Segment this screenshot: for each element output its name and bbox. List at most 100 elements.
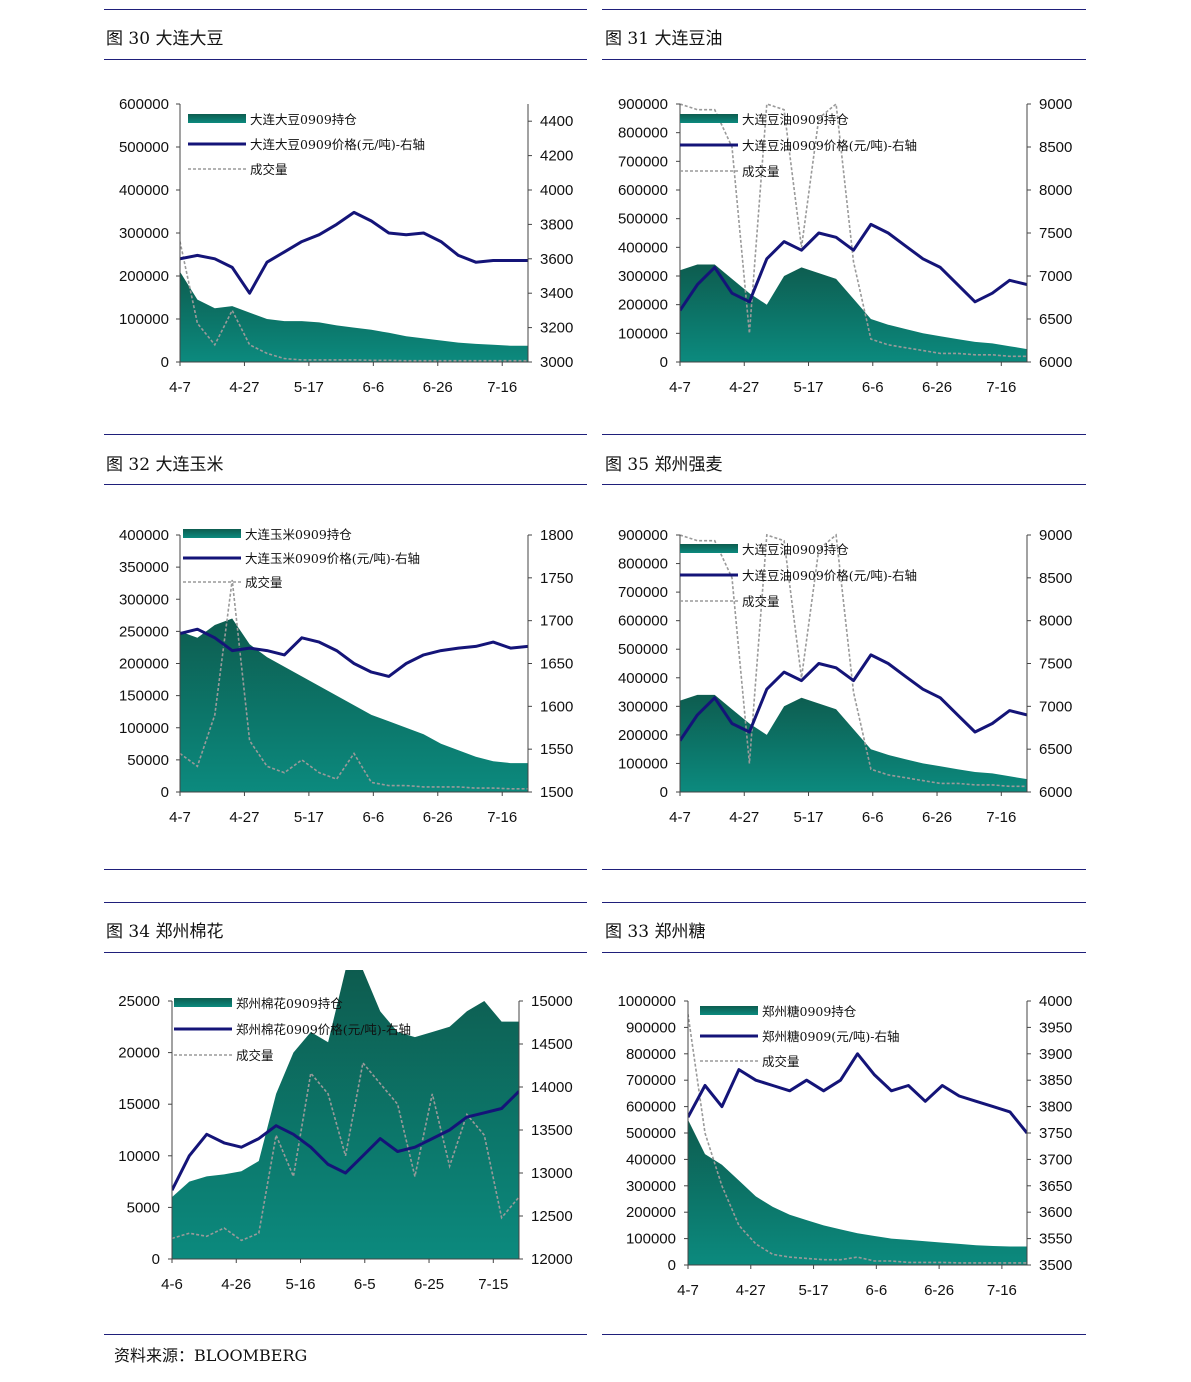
left-tick-label: 400000: [626, 1151, 676, 1168]
x-tick-label: 4-27: [736, 1282, 766, 1299]
right-tick-label: 8500: [1039, 570, 1072, 587]
left-tick-label: 10000: [118, 1148, 160, 1165]
x-tick-label: 6-26: [922, 379, 952, 396]
right-tick-label: 4000: [540, 182, 573, 199]
title-rule: [104, 952, 587, 953]
x-tick-label: 4-27: [229, 809, 259, 826]
right-tick-label: 3600: [540, 251, 573, 268]
x-tick-label: 6-26: [924, 1282, 954, 1299]
left-tick-label: 0: [161, 354, 169, 371]
axes: 0 5000 10000 15000 20000 25000 12000 12500 13000…: [118, 993, 572, 1293]
right-tick-label: 8000: [1039, 613, 1072, 630]
legend-label: 大连玉米0909持仓: [245, 527, 352, 542]
right-tick-label: 3550: [1039, 1231, 1072, 1248]
axes: 0 100000 200000 300000 400000 500000 600000 700…: [618, 96, 1072, 396]
x-tick-label: 4-26: [221, 1276, 251, 1293]
left-tick-label: 350000: [119, 559, 169, 576]
left-tick-label: 700000: [618, 153, 668, 170]
left-tick-label: 900000: [618, 96, 668, 113]
plot-area: [680, 533, 1027, 792]
right-tick-label: 3650: [1039, 1178, 1072, 1195]
x-tick-label: 4-27: [229, 379, 259, 396]
top-rule: [602, 9, 1086, 10]
x-tick-label: 6-6: [862, 379, 884, 396]
x-tick-label: 5-17: [294, 379, 324, 396]
x-tick-label: 7-16: [487, 379, 517, 396]
left-tick-label: 200000: [618, 727, 668, 744]
legend-label: 成交量: [762, 1054, 800, 1069]
legend-label: 郑州棉花0909价格(元/吨)-右轴: [236, 1022, 411, 1037]
x-tick-label: 5-17: [294, 809, 324, 826]
right-tick-label: 8000: [1039, 182, 1072, 199]
legend-label: 大连豆油0909价格(元/吨)-右轴: [742, 568, 917, 583]
open-interest-area: [180, 271, 528, 362]
x-tick-label: 6-6: [362, 379, 384, 396]
x-tick-label: 4-6: [161, 1276, 183, 1293]
x-tick-label: 6-26: [423, 379, 453, 396]
price-line: [680, 653, 1027, 742]
open-interest-area: [180, 618, 528, 792]
open-interest-area: [688, 1119, 1027, 1265]
x-tick-label: 6-26: [423, 809, 453, 826]
volume-dashed-line: [180, 579, 528, 790]
x-tick-label: 5-17: [794, 809, 824, 826]
left-tick-label: 400000: [618, 239, 668, 256]
plot-area: [688, 1014, 1027, 1265]
left-tick-label: 400000: [618, 670, 668, 687]
chart-title: 图 31 大连豆油: [605, 29, 723, 49]
left-tick-label: 0: [152, 1251, 160, 1268]
right-tick-label: 3800: [540, 216, 573, 233]
right-tick-label: 13000: [531, 1165, 573, 1182]
plot-area: [680, 102, 1027, 362]
left-tick-label: 0: [660, 784, 668, 801]
x-tick-label: 4-7: [669, 379, 691, 396]
price-line: [680, 222, 1027, 312]
left-tick-label: 0: [668, 1257, 676, 1274]
right-tick-label: 1700: [540, 613, 573, 630]
left-tick-label: 15000: [118, 1096, 160, 1113]
right-tick-label: 3850: [1039, 1072, 1072, 1089]
legend-swatch-area: [188, 114, 246, 123]
x-tick-label: 6-6: [865, 1282, 887, 1299]
x-tick-label: 5-16: [286, 1276, 316, 1293]
right-tick-label: 6000: [1039, 784, 1072, 801]
plot-area: [180, 210, 528, 362]
left-tick-label: 100000: [618, 755, 668, 772]
top-rule: [104, 902, 587, 903]
right-tick-label: 3750: [1039, 1125, 1072, 1142]
right-tick-label: 13500: [531, 1122, 573, 1139]
x-tick-label: 7-16: [487, 809, 517, 826]
left-tick-label: 300000: [626, 1178, 676, 1195]
right-tick-label: 9000: [1039, 96, 1072, 113]
x-tick-label: 4-7: [169, 379, 191, 396]
left-tick-label: 150000: [119, 688, 169, 705]
left-tick-label: 300000: [618, 698, 668, 715]
plot-area: [172, 970, 519, 1259]
right-tick-label: 4200: [540, 148, 573, 165]
legend-label: 郑州糖0909(元/吨)-右轴: [762, 1029, 900, 1044]
source-note: 资料来源：BLOOMBERG: [114, 1346, 308, 1365]
right-tick-label: 1600: [540, 698, 573, 715]
legend-label: 大连豆油0909价格(元/吨)-右轴: [742, 138, 917, 153]
legend-label: 大连大豆0909持仓: [250, 112, 357, 127]
left-tick-label: 0: [161, 784, 169, 801]
right-tick-label: 15000: [531, 993, 573, 1010]
legend-swatch-area: [700, 1006, 758, 1015]
legend-label: 成交量: [236, 1048, 274, 1063]
left-tick-label: 800000: [626, 1046, 676, 1063]
right-tick-label: 3900: [1039, 1046, 1072, 1063]
left-tick-label: 250000: [119, 623, 169, 640]
left-tick-label: 300000: [618, 268, 668, 285]
price-line: [180, 627, 528, 678]
legend-label: 郑州糖0909持仓: [762, 1004, 857, 1019]
left-tick-label: 200000: [119, 268, 169, 285]
x-tick-label: 4-27: [729, 809, 759, 826]
left-tick-label: 600000: [626, 1099, 676, 1116]
price-line: [180, 210, 528, 295]
